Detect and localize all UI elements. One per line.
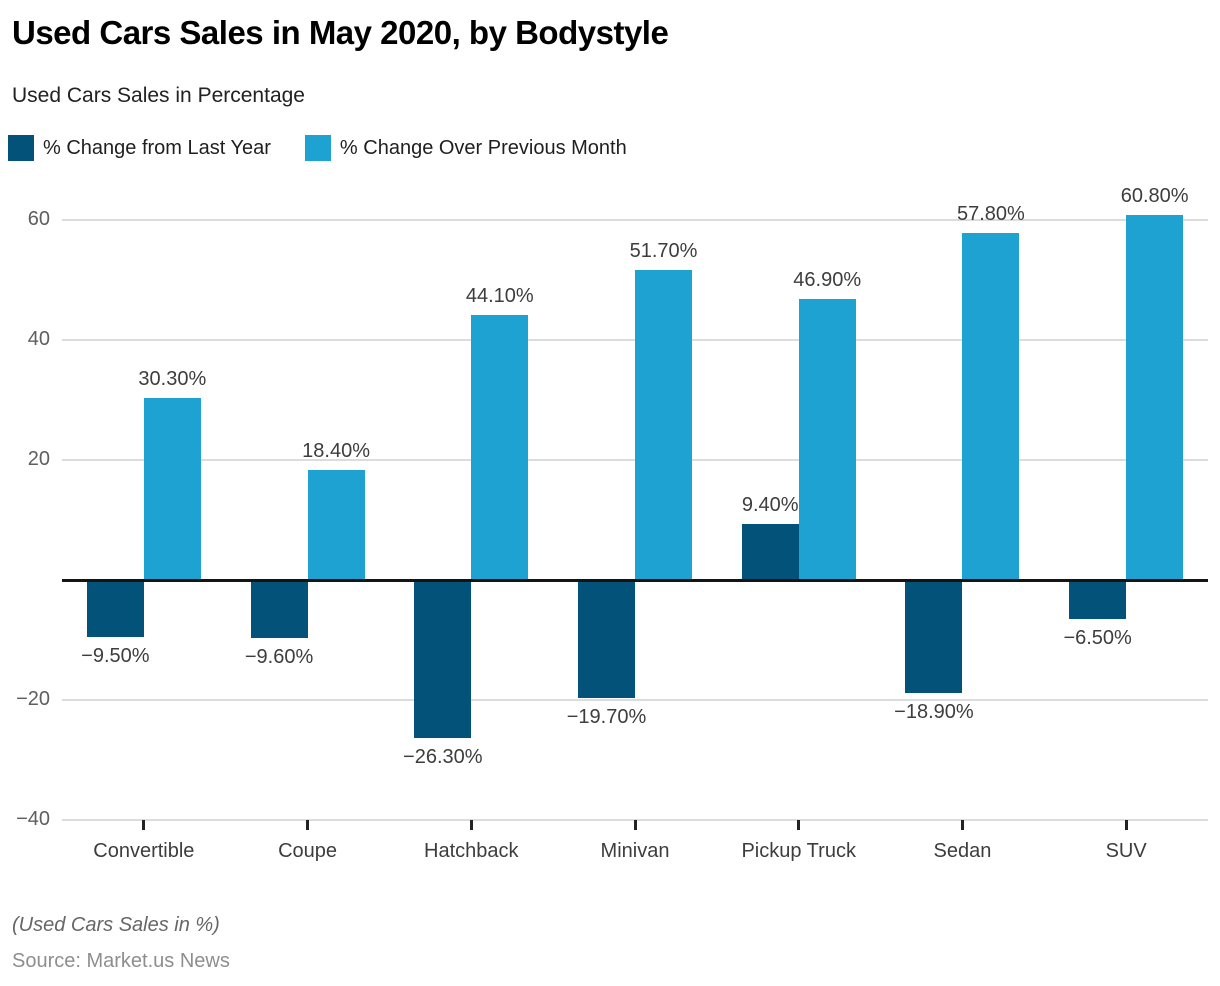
gridline-60 [62,219,1208,221]
x-axis-tick-hatchback [469,820,473,830]
bar--change-over-previous-month-hatchback [471,315,529,580]
bar--change-from-last-year-minivan [578,580,635,699]
bar--change-from-last-year-hatchback [414,580,472,738]
value-label--change-from-last-year-hatchback: −26.30% [403,745,483,768]
bar--change-from-last-year-sedan [905,580,963,694]
value-label--change-over-previous-month-convertible: 30.30% [138,368,207,391]
value-label--change-from-last-year-pickup-truck: 9.40% [741,493,799,516]
legend-swatch-change-last-year [8,135,34,161]
bar--change-over-previous-month-pickup-truck [798,298,856,580]
value-label--change-from-last-year-suv: −6.50% [1063,627,1132,649]
legend-swatch-change-prev-month [304,135,331,161]
y-axis-label--20: −20 [16,688,50,710]
value-label--change-from-last-year-convertible: −9.50% [81,645,150,667]
x-axis-tick-suv [1124,820,1128,830]
chart-subtitle: Used Cars Sales in Percentage [12,84,305,107]
bar--change-over-previous-month-minivan [635,269,692,580]
x-axis-label-pickup-truck: Pickup Truck [741,840,856,862]
legend-item-change-last-year: % Change from Last Year [8,135,271,161]
legend-label-change-prev-month: % Change Over Previous Month [339,136,627,159]
y-axis-label-40: 40 [27,328,50,350]
x-axis-tick-coupe [306,820,310,830]
value-label--change-from-last-year-coupe: −9.60% [244,645,314,668]
bar--change-from-last-year-suv [1069,580,1127,619]
y-axis-label-60: 60 [27,208,50,230]
value-label--change-over-previous-month-suv: 60.80% [1120,185,1189,208]
footer-source: Source: Market.us News [12,950,230,972]
gridline--20 [62,699,1208,701]
bar--change-from-last-year-coupe [250,580,308,638]
x-axis-label-hatchback: Hatchback [424,840,519,862]
bar--change-over-previous-month-convertible [143,398,201,580]
x-axis-label-coupe: Coupe [278,840,338,862]
chart-title: Used Cars Sales in May 2020, by Bodystyl… [12,14,669,51]
footer-note: (Used Cars Sales in %) [12,914,220,936]
legend-label-change-last-year: % Change from Last Year [43,136,271,159]
value-label--change-over-previous-month-hatchback: 44.10% [465,285,534,308]
x-axis-tick-convertible [142,820,146,830]
x-axis-label-sedan: Sedan [933,840,992,862]
x-axis-label-minivan: Minivan [600,840,670,862]
y-axis-label--40: −40 [16,808,50,830]
x-axis-tick-pickup-truck [797,820,801,830]
value-label--change-over-previous-month-minivan: 51.70% [629,239,698,262]
value-label--change-over-previous-month-sedan: 57.80% [957,203,1025,226]
x-axis-label-convertible: Convertible [93,840,195,862]
value-label--change-from-last-year-minivan: −19.70% [566,706,647,729]
y-axis-label-20: 20 [27,448,50,470]
bar--change-over-previous-month-sedan [962,233,1020,580]
value-label--change-from-last-year-sedan: −18.90% [894,701,974,724]
x-axis-tick-minivan [633,820,637,830]
bar--change-over-previous-month-suv [1126,215,1184,580]
x-axis-label-suv: SUV [1105,840,1147,862]
legend-item-change-prev-month: % Change Over Previous Month [304,135,627,161]
value-label--change-over-previous-month-pickup-truck: 46.90% [793,268,862,291]
value-label--change-over-previous-month-coupe: 18.40% [302,439,370,462]
bar--change-from-last-year-convertible [86,580,144,637]
legend: % Change from Last Year % Change Over Pr… [8,135,627,161]
bar--change-from-last-year-pickup-truck [741,523,799,580]
bar--change-over-previous-month-coupe [307,469,365,580]
zero-axis-line [62,579,1208,582]
x-axis-tick-sedan [960,820,964,830]
